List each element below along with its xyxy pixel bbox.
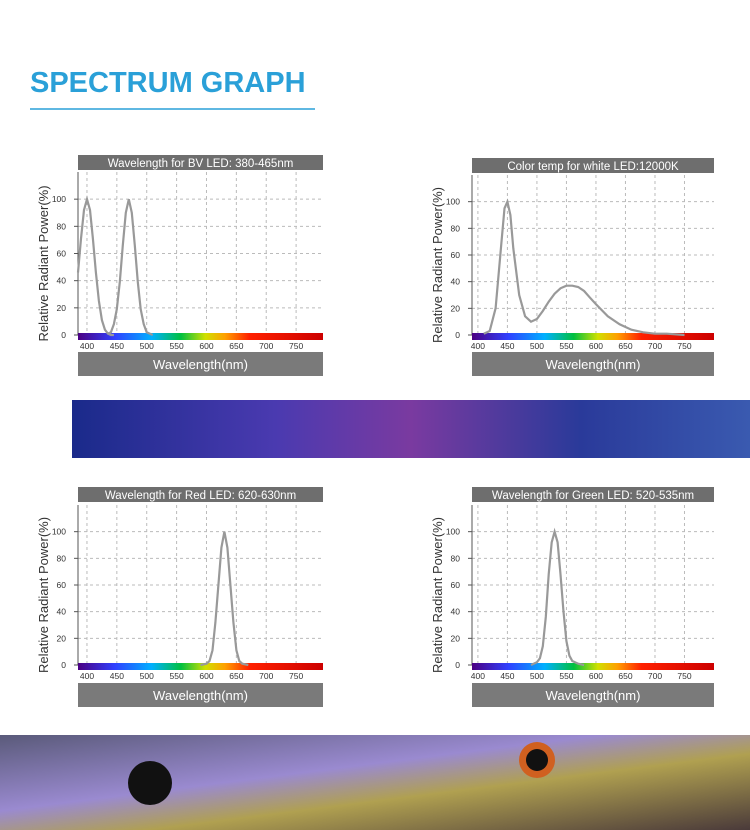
y-axis-label: Relative Radiant Power(%) bbox=[430, 517, 445, 673]
y-tick-label: 100 bbox=[446, 527, 460, 537]
y-tick-label: 100 bbox=[446, 197, 460, 207]
y-tick-label: 60 bbox=[57, 580, 67, 590]
spectrum-bar bbox=[78, 663, 323, 670]
chart-title: Wavelength for Green LED: 520-535nm bbox=[492, 490, 694, 502]
x-tick-label: 650 bbox=[229, 341, 243, 351]
spectrum-line bbox=[483, 198, 685, 337]
y-tick-label: 40 bbox=[57, 607, 67, 617]
x-tick-label: 700 bbox=[648, 341, 662, 351]
fish-spot bbox=[128, 761, 172, 805]
page-title: SPECTRUM GRAPH bbox=[30, 67, 306, 99]
y-axis-label: Relative Radiant Power(%) bbox=[430, 187, 445, 343]
chart-header-bar bbox=[78, 155, 323, 170]
x-tick-label: 550 bbox=[559, 341, 573, 351]
chart-title: Wavelength for Red LED: 620-630nm bbox=[105, 490, 296, 502]
x-tick-label: 550 bbox=[170, 341, 184, 351]
x-tick-label: 650 bbox=[618, 341, 632, 351]
x-tick-label: 400 bbox=[80, 341, 94, 351]
spectrum-line bbox=[76, 195, 114, 337]
y-tick-label: 80 bbox=[57, 553, 67, 563]
y-tick-label: 0 bbox=[455, 330, 460, 340]
x-tick-label: 600 bbox=[199, 671, 213, 681]
y-tick-label: 20 bbox=[451, 633, 461, 643]
y-tick-label: 0 bbox=[455, 660, 460, 670]
y-tick-label: 0 bbox=[61, 330, 66, 340]
y-tick-label: 40 bbox=[451, 607, 461, 617]
x-axis-label: Wavelength(nm) bbox=[546, 357, 641, 372]
x-tick-label: 550 bbox=[170, 671, 184, 681]
x-tick-label: 400 bbox=[471, 671, 485, 681]
chart-title: Color temp for white LED:12000K bbox=[507, 161, 679, 173]
y-tick-label: 20 bbox=[451, 303, 461, 313]
x-label-bar bbox=[472, 683, 714, 707]
x-tick-label: 400 bbox=[80, 671, 94, 681]
spectrum-bar bbox=[472, 663, 714, 670]
y-tick-label: 80 bbox=[451, 223, 461, 233]
y-tick-label: 100 bbox=[52, 527, 66, 537]
x-axis-label: Wavelength(nm) bbox=[546, 688, 641, 703]
y-tick-label: 80 bbox=[57, 221, 67, 231]
y-tick-label: 0 bbox=[61, 660, 66, 670]
x-tick-label: 450 bbox=[500, 341, 514, 351]
x-tick-label: 700 bbox=[259, 341, 273, 351]
x-tick-label: 650 bbox=[618, 671, 632, 681]
x-tick-label: 450 bbox=[500, 671, 514, 681]
x-tick-label: 450 bbox=[110, 341, 124, 351]
y-tick-label: 40 bbox=[451, 277, 461, 287]
x-tick-label: 400 bbox=[471, 341, 485, 351]
x-tick-label: 600 bbox=[589, 341, 603, 351]
fish-photo bbox=[0, 735, 750, 830]
y-tick-label: 20 bbox=[57, 303, 67, 313]
chart-title: Wavelength for BV LED: 380-465nm bbox=[108, 158, 294, 170]
chart-header-bar bbox=[472, 487, 714, 502]
x-tick-label: 600 bbox=[199, 341, 213, 351]
x-tick-label: 550 bbox=[559, 671, 573, 681]
y-axis-label: Relative Radiant Power(%) bbox=[36, 517, 51, 673]
y-tick-label: 60 bbox=[451, 250, 461, 260]
x-tick-label: 750 bbox=[677, 341, 691, 351]
spectrum-line bbox=[530, 527, 585, 667]
y-tick-label: 20 bbox=[57, 633, 67, 643]
y-tick-label: 60 bbox=[451, 580, 461, 590]
spectrum-line bbox=[107, 198, 154, 336]
x-label-bar bbox=[78, 352, 323, 376]
y-tick-label: 40 bbox=[57, 276, 67, 286]
y-axis-label: Relative Radiant Power(%) bbox=[36, 185, 51, 341]
y-tick-label: 80 bbox=[451, 553, 461, 563]
x-tick-label: 600 bbox=[589, 671, 603, 681]
x-tick-label: 450 bbox=[110, 671, 124, 681]
x-tick-label: 500 bbox=[140, 671, 154, 681]
spectrum-line bbox=[200, 531, 249, 667]
fish-pupil bbox=[526, 749, 548, 771]
reef-photo bbox=[72, 400, 750, 458]
x-tick-label: 500 bbox=[530, 671, 544, 681]
chart-header-bar bbox=[78, 487, 323, 502]
y-tick-label: 60 bbox=[57, 249, 67, 259]
x-label-bar bbox=[78, 683, 323, 707]
chart-header-bar bbox=[472, 158, 714, 173]
x-label-bar bbox=[472, 352, 714, 376]
x-tick-label: 500 bbox=[530, 341, 544, 351]
x-axis-label: Wavelength(nm) bbox=[153, 357, 248, 372]
x-tick-label: 650 bbox=[229, 671, 243, 681]
x-tick-label: 750 bbox=[289, 671, 303, 681]
x-tick-label: 500 bbox=[140, 341, 154, 351]
x-axis-label: Wavelength(nm) bbox=[153, 688, 248, 703]
spectrum-bar bbox=[472, 333, 714, 340]
y-tick-label: 100 bbox=[52, 194, 66, 204]
x-tick-label: 750 bbox=[289, 341, 303, 351]
x-tick-label: 700 bbox=[259, 671, 273, 681]
spectrum-bar bbox=[78, 333, 323, 340]
x-tick-label: 750 bbox=[677, 671, 691, 681]
x-tick-label: 700 bbox=[648, 671, 662, 681]
